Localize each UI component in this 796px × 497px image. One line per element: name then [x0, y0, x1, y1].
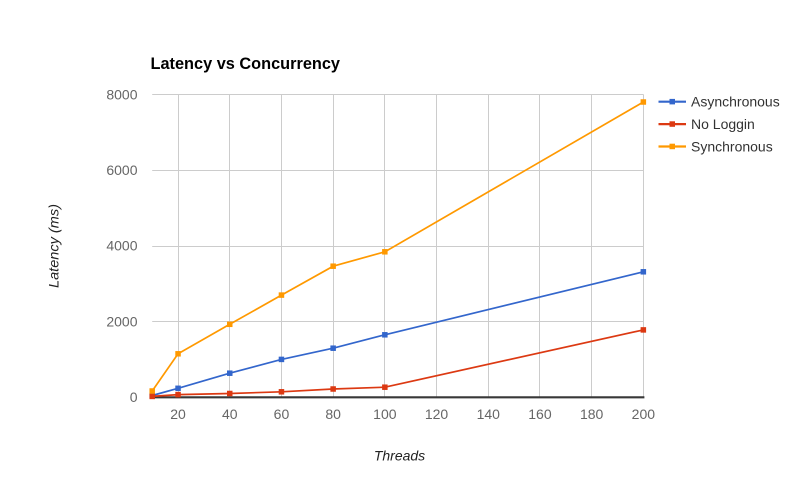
svg-text:Threads: Threads — [374, 448, 425, 464]
svg-text:Asynchronous: Asynchronous — [691, 94, 780, 110]
svg-text:60: 60 — [274, 406, 290, 422]
svg-text:Latency vs Concurrency: Latency vs Concurrency — [151, 54, 341, 73]
svg-text:100: 100 — [373, 406, 397, 422]
svg-text:200: 200 — [632, 406, 656, 422]
svg-text:180: 180 — [580, 406, 604, 422]
svg-text:Synchronous: Synchronous — [691, 138, 773, 154]
svg-text:Latency (ms): Latency (ms) — [46, 204, 62, 288]
svg-text:120: 120 — [425, 406, 449, 422]
svg-text:140: 140 — [477, 406, 501, 422]
svg-text:20: 20 — [170, 406, 186, 422]
svg-text:40: 40 — [222, 406, 238, 422]
svg-text:0: 0 — [130, 389, 138, 405]
svg-text:No Loggin: No Loggin — [691, 116, 755, 132]
svg-text:80: 80 — [325, 406, 341, 422]
svg-text:4000: 4000 — [106, 238, 137, 254]
svg-text:8000: 8000 — [106, 86, 137, 102]
svg-text:6000: 6000 — [106, 162, 137, 178]
svg-text:160: 160 — [528, 406, 552, 422]
svg-text:2000: 2000 — [106, 313, 137, 329]
